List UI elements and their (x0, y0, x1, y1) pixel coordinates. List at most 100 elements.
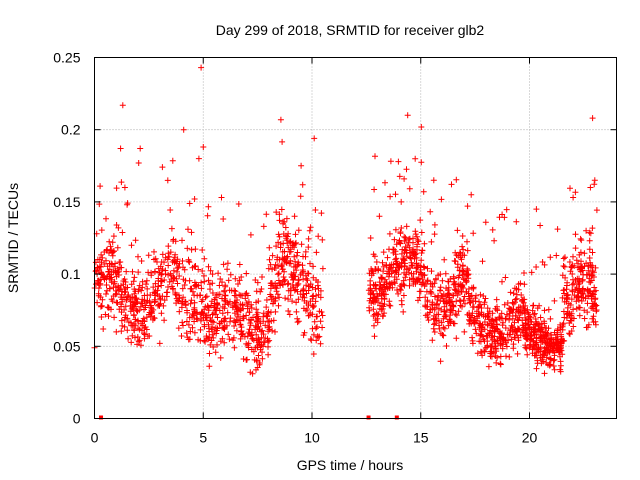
data-point (592, 321, 599, 328)
data-point (430, 177, 437, 184)
data-point (420, 188, 427, 195)
data-point (403, 253, 410, 260)
data-point (497, 353, 504, 360)
data-point (317, 318, 324, 325)
data-point (195, 336, 202, 343)
data-point (387, 158, 394, 165)
data-point (180, 126, 187, 133)
data-point (108, 296, 115, 303)
data-point (480, 293, 487, 299)
data-point (310, 263, 317, 270)
data-point (198, 316, 205, 322)
data-point (454, 264, 461, 271)
data-point (239, 292, 246, 299)
data-point (297, 291, 304, 298)
data-point (277, 244, 284, 251)
data-point (374, 291, 380, 297)
zero-marker (394, 415, 399, 420)
data-point (456, 267, 463, 274)
data-point (450, 302, 457, 309)
data-point (172, 291, 179, 298)
data-point (380, 249, 387, 256)
data-point (560, 263, 567, 269)
data-point (287, 287, 294, 294)
data-point (105, 313, 112, 320)
data-point (436, 322, 442, 329)
data-point (446, 294, 453, 301)
data-point (280, 274, 287, 280)
data-point (130, 312, 137, 319)
data-point (255, 352, 262, 359)
data-point (439, 277, 446, 284)
data-point (205, 336, 212, 343)
data-point (152, 290, 158, 297)
data-point (544, 350, 551, 357)
data-point (232, 302, 239, 309)
data-point (263, 211, 270, 218)
data-point (122, 284, 129, 291)
data-point (210, 310, 217, 317)
data-point (534, 346, 541, 353)
data-point (300, 288, 307, 294)
data-point (230, 334, 237, 341)
data-point (455, 288, 462, 295)
data-point (427, 208, 434, 215)
data-point (387, 193, 394, 200)
data-point (191, 279, 198, 286)
data-point (266, 256, 273, 263)
data-point (176, 273, 183, 279)
data-point (460, 246, 467, 253)
data-point (159, 164, 166, 171)
data-point (570, 323, 577, 330)
data-point (506, 316, 513, 323)
data-point (169, 157, 176, 164)
data-point (431, 280, 438, 287)
data-point (447, 309, 454, 316)
data-point (204, 212, 211, 219)
data-point (447, 318, 454, 325)
data-point (315, 285, 322, 292)
data-point (437, 284, 444, 291)
data-point (133, 296, 140, 303)
data-point (575, 264, 581, 271)
data-point (302, 253, 309, 260)
data-point (503, 311, 510, 318)
data-point (285, 230, 292, 237)
data-point (375, 311, 382, 318)
data-point (569, 271, 576, 277)
data-point (314, 323, 320, 330)
data-point (121, 184, 128, 191)
data-point (117, 145, 124, 152)
y-tick-label: 0.1 (61, 266, 81, 282)
data-point (259, 355, 266, 362)
data-point (123, 268, 130, 275)
data-point (530, 302, 537, 309)
data-point (590, 269, 597, 276)
data-point (372, 153, 378, 160)
data-point (501, 301, 508, 308)
data-point (113, 273, 120, 280)
data-point (421, 264, 428, 271)
data-point (531, 310, 538, 317)
data-point (497, 340, 504, 347)
y-tick-label: 0.25 (53, 50, 80, 66)
data-point (135, 269, 142, 276)
data-point (579, 276, 586, 283)
data-point (383, 262, 390, 269)
data-point (236, 261, 243, 268)
data-point (272, 328, 278, 335)
data-point (98, 227, 105, 234)
data-point (589, 225, 596, 232)
data-point (195, 266, 202, 273)
data-point (410, 270, 417, 277)
data-point (526, 313, 533, 320)
data-point (472, 295, 479, 302)
data-point (572, 189, 579, 196)
data-point (167, 270, 174, 277)
data-point (309, 284, 316, 291)
data-point (243, 312, 250, 319)
data-point (310, 274, 317, 281)
data-point (459, 233, 466, 239)
data-point (215, 270, 222, 277)
data-point (319, 236, 326, 243)
